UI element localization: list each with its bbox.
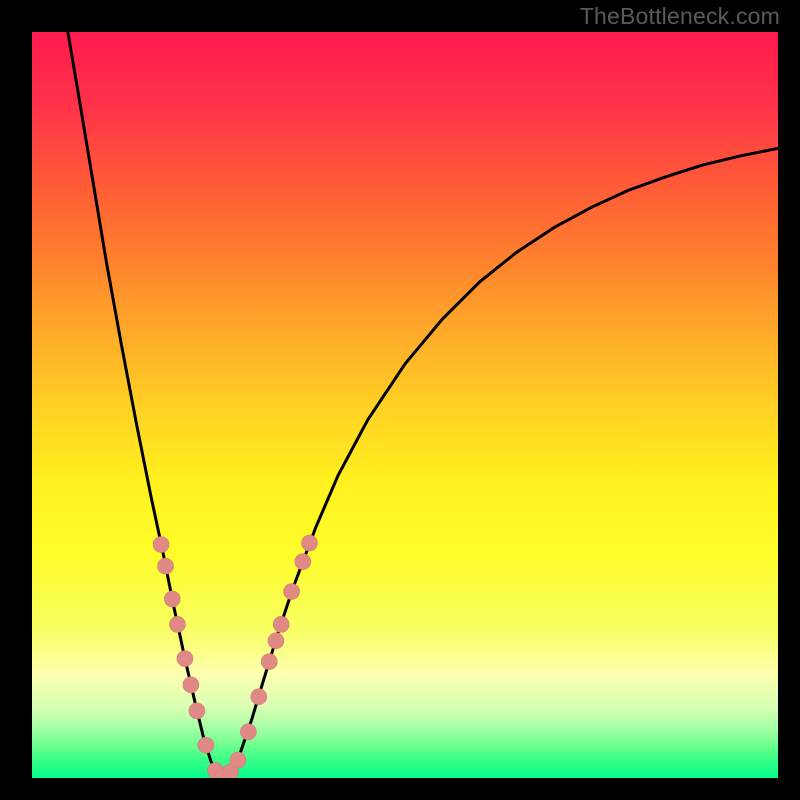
data-marker [251, 689, 267, 705]
plot-area [32, 32, 778, 778]
data-marker [240, 724, 256, 740]
data-marker [164, 591, 180, 607]
data-marker [158, 558, 174, 574]
bottleneck-curve [68, 32, 778, 778]
data-marker [198, 737, 214, 753]
data-marker [153, 537, 169, 553]
watermark-text: TheBottleneck.com [580, 3, 780, 30]
data-marker [169, 616, 185, 632]
data-marker [302, 535, 318, 551]
curve-layer [32, 32, 778, 778]
data-marker [268, 633, 284, 649]
data-marker [284, 584, 300, 600]
data-marker [189, 703, 205, 719]
data-marker [230, 752, 246, 768]
data-marker [295, 554, 311, 570]
data-marker [183, 677, 199, 693]
data-marker [177, 651, 193, 667]
chart-frame: TheBottleneck.com [0, 0, 800, 800]
data-marker [261, 654, 277, 670]
data-marker [273, 616, 289, 632]
